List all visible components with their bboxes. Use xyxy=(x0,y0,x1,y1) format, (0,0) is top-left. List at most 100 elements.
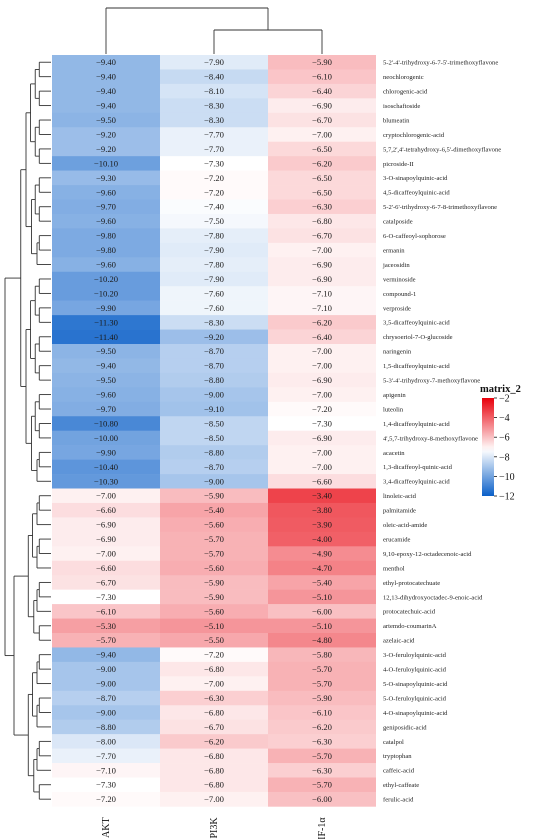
heatmap-cell xyxy=(268,531,376,547)
heatmap-cell xyxy=(52,575,160,590)
heatmap-cell xyxy=(268,459,376,475)
heatmap-cell xyxy=(160,502,268,518)
cell-value-label: −10.30 xyxy=(94,476,118,486)
row-label: cryptochlorogenic-acid xyxy=(383,132,445,139)
heatmap-cell xyxy=(52,213,160,229)
row-label: chlorogenic-acid xyxy=(383,89,428,96)
cell-value-label: −7.10 xyxy=(312,288,332,298)
heatmap-cell xyxy=(160,661,268,677)
heatmap-cell xyxy=(268,257,376,273)
heatmap-cell xyxy=(52,329,160,345)
heatmap-cell xyxy=(268,69,376,85)
heatmap-cell xyxy=(160,300,268,316)
cell-value-label: −8.80 xyxy=(204,447,224,457)
heatmap-cell xyxy=(52,531,160,547)
heatmap-cell xyxy=(52,401,160,417)
cell-value-label: −7.90 xyxy=(204,245,224,255)
heatmap-cell xyxy=(52,257,160,273)
cell-value-label: −6.90 xyxy=(312,101,332,111)
legend-tick-label: −10 xyxy=(499,472,515,483)
cell-value-label: −4.70 xyxy=(312,563,332,573)
cell-value-label: −7.30 xyxy=(312,418,332,428)
heatmap-cell xyxy=(268,748,376,764)
row-label: acacetin xyxy=(383,450,405,457)
legend-tick-label: −4 xyxy=(499,413,510,424)
cell-value-label: −9.60 xyxy=(96,260,116,270)
cell-value-label: −5.10 xyxy=(204,621,224,631)
legend-tick-label: −6 xyxy=(499,433,510,444)
heatmap-cell xyxy=(268,329,376,345)
cell-value-label: −6.80 xyxy=(312,216,332,226)
cell-value-label: −5.40 xyxy=(204,505,224,515)
cell-value-label: −7.70 xyxy=(204,144,224,154)
row-label: 4-O-feruloylquinic-acid xyxy=(383,667,447,674)
heatmap-cell xyxy=(268,474,376,489)
row-label: 12,13-dihydroxyoctadec-9-enoic-acid xyxy=(383,594,483,601)
cell-value-label: −8.70 xyxy=(96,693,116,703)
cell-value-label: −7.20 xyxy=(96,794,116,804)
cell-value-label: −6.80 xyxy=(204,765,224,775)
heatmap-cell xyxy=(268,170,376,186)
cell-value-label: −5.60 xyxy=(204,520,224,530)
cell-value-label: −5.80 xyxy=(312,650,332,660)
cell-value-label: −6.90 xyxy=(312,274,332,284)
cell-value-label: −6.80 xyxy=(204,707,224,717)
row-label: 4',5,7-trihydroxy-8-methoxyflavone xyxy=(383,435,478,442)
cell-value-label: −9.40 xyxy=(96,650,116,660)
heatmap-cell xyxy=(268,242,376,258)
cell-value-label: −5.70 xyxy=(204,534,224,544)
heatmap-cell xyxy=(268,517,376,533)
heatmap-cell xyxy=(268,141,376,157)
cell-value-label: −7.30 xyxy=(96,780,116,790)
row-label: jaceosidin xyxy=(382,262,410,269)
row-label: ermanin xyxy=(383,247,405,254)
row-label: compound-1 xyxy=(383,291,416,298)
legend-title: matrix_2 xyxy=(480,384,521,395)
cell-value-label: −9.60 xyxy=(96,216,116,226)
cell-value-label: −6.70 xyxy=(312,231,332,241)
cell-value-label: −9.00 xyxy=(204,476,224,486)
legend-tick-label: −8 xyxy=(499,452,510,463)
cell-value-label: −6.20 xyxy=(312,722,332,732)
heatmap-cell xyxy=(268,690,376,706)
legend-colorbar xyxy=(482,398,494,496)
heatmap-cell xyxy=(160,329,268,345)
heatmap-cell xyxy=(268,647,376,663)
heatmap-cell xyxy=(160,791,268,807)
heatmap-cell xyxy=(52,589,160,605)
heatmap-cell xyxy=(52,459,160,475)
cell-value-label: −6.00 xyxy=(312,606,332,616)
row-label: menthol xyxy=(383,565,405,572)
heatmap-cell xyxy=(160,763,268,778)
heatmap-cell xyxy=(160,604,268,619)
heatmap-cell xyxy=(52,286,160,301)
cell-value-label: −6.50 xyxy=(312,144,332,154)
heatmap-cell xyxy=(268,777,376,793)
cell-value-label: −5.50 xyxy=(204,635,224,645)
heatmap-cell xyxy=(52,546,160,562)
cell-value-label: −9.50 xyxy=(96,346,116,356)
heatmap-cell xyxy=(160,734,268,749)
heatmap-cell xyxy=(160,459,268,475)
cell-value-label: −7.80 xyxy=(204,260,224,270)
row-dendrogram xyxy=(4,61,51,800)
cell-value-label: −11.40 xyxy=(94,332,118,342)
column-labels: AKT PI3K HIF-1α xyxy=(101,817,328,839)
cell-value-label: −10.20 xyxy=(94,288,118,298)
heatmap-cell xyxy=(160,156,268,171)
cell-value-label: −6.50 xyxy=(312,187,332,197)
heatmap-cell xyxy=(160,344,268,359)
cell-value-label: −8.30 xyxy=(204,101,224,111)
column-label: HIF-1α xyxy=(317,817,328,839)
heatmap-cell xyxy=(268,633,376,648)
cell-value-label: −6.60 xyxy=(96,563,116,573)
heatmap-cell xyxy=(52,199,160,215)
heatmap-cells: −9.40 −7.90 −5.90 −9.40 −8.40 −6.10 −9.40 −8.10… xyxy=(52,55,376,807)
heatmap-cell xyxy=(268,763,376,778)
legend-ticks: −2 −4 −6 −8 −10 −12 xyxy=(494,394,515,503)
cell-value-label: −10.20 xyxy=(94,274,118,284)
cell-value-label: −9.40 xyxy=(96,72,116,82)
cell-value-label: −5.70 xyxy=(312,780,332,790)
cell-value-label: −3.80 xyxy=(312,505,332,515)
cell-value-label: −7.70 xyxy=(204,129,224,139)
